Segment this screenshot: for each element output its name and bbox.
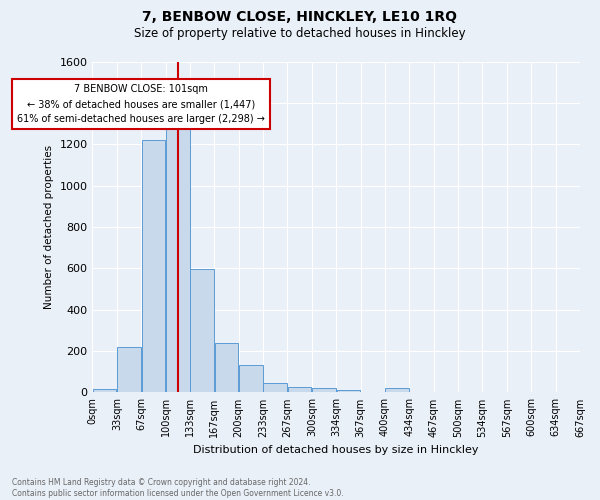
Text: Contains HM Land Registry data © Crown copyright and database right 2024.
Contai: Contains HM Land Registry data © Crown c… — [12, 478, 344, 498]
Text: 7, BENBOW CLOSE, HINCKLEY, LE10 1RQ: 7, BENBOW CLOSE, HINCKLEY, LE10 1RQ — [143, 10, 458, 24]
Bar — [142, 140, 165, 392]
Y-axis label: Number of detached properties: Number of detached properties — [44, 145, 54, 309]
Bar — [312, 388, 336, 392]
Bar — [288, 387, 311, 392]
Bar — [93, 390, 116, 392]
Text: 7 BENBOW CLOSE: 101sqm
← 38% of detached houses are smaller (1,447)
61% of semi-: 7 BENBOW CLOSE: 101sqm ← 38% of detached… — [17, 84, 265, 124]
Text: Size of property relative to detached houses in Hinckley: Size of property relative to detached ho… — [134, 28, 466, 40]
Bar — [239, 365, 263, 392]
Bar — [117, 347, 141, 393]
Bar — [385, 388, 409, 392]
Bar — [263, 382, 287, 392]
X-axis label: Distribution of detached houses by size in Hinckley: Distribution of detached houses by size … — [193, 445, 479, 455]
Bar — [166, 126, 190, 392]
Bar — [215, 344, 238, 392]
Bar — [190, 270, 214, 392]
Bar — [337, 390, 360, 392]
